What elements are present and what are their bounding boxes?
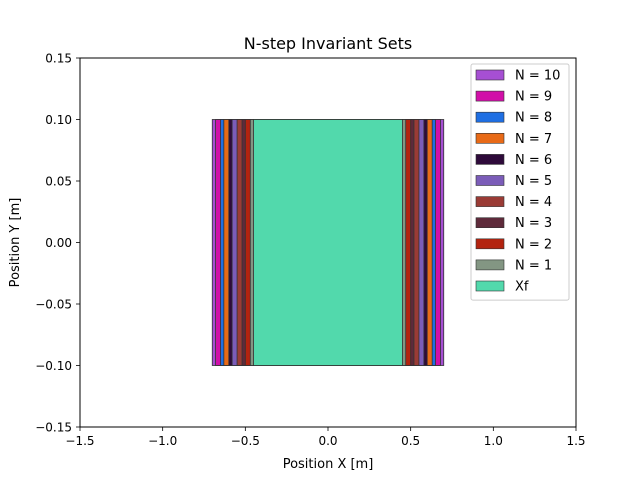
legend-label-n-1: N = 1	[515, 258, 552, 273]
y-tick-label: 0.10	[45, 113, 72, 127]
legend-label-n-9: N = 9	[515, 90, 552, 105]
legend-swatch-n-1	[475, 259, 505, 271]
legend-swatch-n-10	[475, 69, 505, 81]
invariant-sets	[211, 119, 445, 366]
x-tick-label: 1.0	[484, 434, 503, 448]
legend-swatch-xf	[475, 280, 505, 292]
x-tick-label: −1.0	[148, 434, 177, 448]
legend-label-n-6: N = 6	[515, 153, 552, 168]
legend-label-n-3: N = 3	[515, 216, 552, 231]
legend-swatch-n-7	[475, 133, 505, 144]
chart-title: N-step Invariant Sets	[244, 34, 413, 53]
y-axis: −0.15 −0.10 −0.05 0.00 0.05 0.10 0.15	[35, 52, 80, 435]
legend-label-xf: Xf	[515, 280, 529, 295]
legend-swatch-n-5	[475, 175, 505, 186]
y-tick-label: −0.05	[35, 298, 72, 312]
x-tick-label: 0.0	[318, 434, 337, 448]
legend-swatch-n-4	[475, 196, 505, 207]
y-tick-label: −0.10	[35, 359, 72, 373]
legend-swatch-n-8	[475, 111, 505, 123]
x-axis: −1.5 −1.0 −0.5 0.0 0.5 1.0 1.5	[65, 427, 586, 448]
legend-label-n-2: N = 2	[515, 237, 552, 252]
legend-label-n-4: N = 4	[515, 195, 552, 210]
legend-swatch-n-3	[475, 217, 505, 228]
legend-swatch-n-2	[475, 238, 505, 250]
legend-label-n-8: N = 8	[515, 111, 552, 126]
legend: N = 10 N = 9 N = 8 N = 7 N = 6 N = 5 N = 4 N = …	[470, 63, 570, 301]
x-tick-label: −0.5	[231, 434, 260, 448]
y-axis-label: Position Y [m]	[8, 198, 23, 288]
legend-label-n-10: N = 10	[515, 69, 560, 84]
y-tick-label: 0.00	[45, 236, 72, 250]
legend-swatch-n-9	[475, 90, 505, 102]
x-tick-label: −1.5	[65, 434, 94, 448]
x-tick-label: 0.5	[401, 434, 420, 448]
legend-label-n-7: N = 7	[515, 132, 552, 147]
y-tick-label: 0.05	[45, 175, 72, 189]
legend-swatch-n-6	[475, 154, 505, 165]
x-tick-label: 1.5	[566, 434, 585, 448]
x-axis-label: Position X [m]	[283, 457, 374, 472]
legend-label-n-5: N = 5	[515, 174, 552, 189]
set-xf	[253, 119, 403, 366]
y-tick-label: −0.15	[35, 421, 72, 435]
y-tick-label: 0.15	[45, 52, 72, 66]
